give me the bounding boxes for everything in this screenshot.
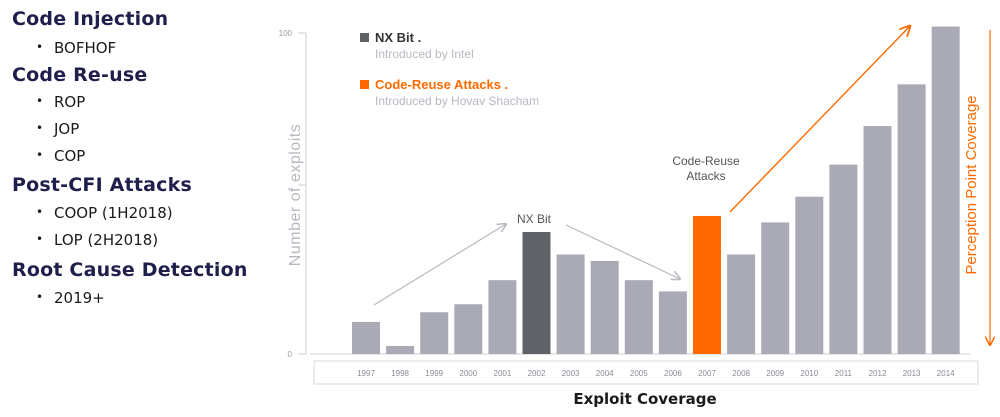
x-tick-label: 1999 [425,369,443,378]
list-item-label: COP [54,147,86,165]
legend-sublabel: Introduced by Hovav Shacham [375,94,539,108]
bar-2000 [454,304,483,354]
x-tick-label: 2008 [732,369,750,378]
y-axis-label: Number of exploits [287,124,304,266]
chart-svg: 0 100 Number of exploits 1997 1998 1999 2000 20… [279,0,1000,408]
x-tick-label: 1998 [391,369,409,378]
bar-2014 [931,26,960,355]
x-tick-label: 2010 [800,369,818,378]
bar-2004 [590,260,619,354]
heading-code-injection: Code Injection [12,8,169,30]
right-coverage-label: Perception Point Coverage [963,95,980,274]
y-tick-label: 0 [288,350,293,359]
list-item: • COP [36,147,85,165]
bullet: • [36,290,44,304]
list-item-label: BOFHOF [54,39,117,57]
bar-1998 [386,345,415,354]
bar-2007 [693,215,721,354]
x-tick-label: 2013 [903,369,921,378]
list-item: • COOP (1H2018) [36,204,173,222]
trend-arrow-down [565,224,680,279]
legend-label: NX Bit . [375,30,421,45]
x-tick-label: 2000 [459,369,477,378]
outline-panel: Code Injection • BOFHOF Code Re-use • ROP … [0,0,270,417]
x-tick-label: 2003 [562,369,580,378]
bar-2012 [863,126,892,354]
bar-2003 [556,254,585,354]
bar-1999 [420,312,449,354]
x-tick-label: 2006 [664,369,682,378]
bar-2008 [727,254,756,354]
x-tick-label: 2014 [937,369,955,378]
x-axis-label: Exploit Coverage [573,390,716,408]
x-tick-label: 2009 [766,369,784,378]
x-tick-label: 1997 [357,369,375,378]
bar-2011 [829,164,858,354]
x-axis-box [313,360,979,385]
list-item: • BOFHOF [36,39,116,57]
bar-2002 [522,232,551,354]
bar-1997 [352,321,380,354]
list-item-label: LOP (2H2018) [54,231,159,249]
annotation-nx-bit: NX Bit [517,212,552,226]
heading-post-cfi-attacks: Post-CFI Attacks [12,174,192,196]
bar-2009 [761,222,790,354]
list-item: • ROP [36,93,85,111]
legend-label: Code-Reuse Attacks . [375,77,508,92]
list-item: • 2019+ [36,289,105,307]
heading-code-reuse: Code Re-use [12,64,148,86]
bullet: • [36,40,44,54]
bullet: • [36,94,44,108]
exploit-coverage-chart: 0 100 Number of exploits 1997 1998 1999 2000 20… [270,0,1000,417]
legend-swatch [360,80,369,89]
bar-2005 [624,280,653,354]
annotation-code-reuse: Code-Reuse [672,154,740,168]
list-item-label: JOP [54,120,80,138]
bar-2013 [897,84,926,355]
x-tick-label: 2005 [630,369,648,378]
x-tick-label: 2012 [869,369,887,378]
bullet: • [36,205,44,219]
x-tick-label: 2007 [698,369,716,378]
list-item-label: 2019+ [54,289,105,307]
annotation-attacks: Attacks [686,169,725,183]
trend-arrow-orange [729,26,910,213]
list-item: • JOP [36,120,79,138]
trend-arrow-up [373,224,506,306]
x-tick-label: 2011 [835,369,853,378]
list-item-label: COOP (1H2018) [54,204,173,222]
y-tick-label: 100 [279,29,293,38]
x-tick-label: 2001 [494,369,512,378]
bar-2001 [488,280,517,354]
list-item: • LOP (2H2018) [36,231,158,249]
legend-sublabel: Introduced by Intel [375,47,474,61]
legend-swatch [360,33,369,42]
bullet: • [36,232,44,246]
bar-2006 [658,291,687,354]
bullet: • [36,121,44,135]
x-tick-label: 2004 [596,369,614,378]
bar-2010 [795,196,824,354]
x-tick-label: 2002 [528,369,546,378]
bullet: • [36,148,44,162]
list-item-label: ROP [54,93,86,111]
heading-root-cause-detection: Root Cause Detection [12,259,248,281]
